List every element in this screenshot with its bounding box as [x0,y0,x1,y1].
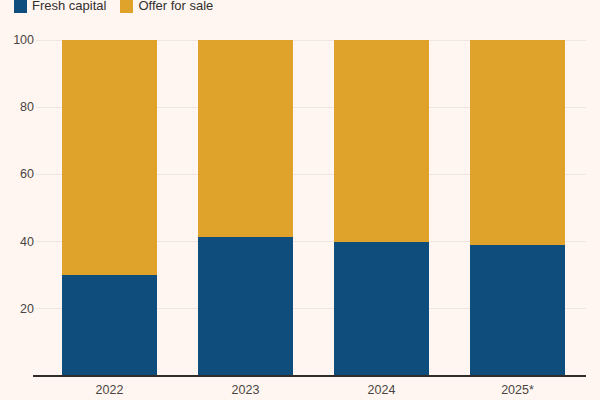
x-axis-line [33,375,586,377]
x-tick-label-2025: 2025* [470,383,565,397]
bar-2024-offer-for-sale [334,40,429,242]
x-tick-label-2022: 2022 [62,383,157,397]
legend-item-offer-for-sale: Offer for sale [120,0,213,14]
bar-2022-fresh-capital [62,275,157,376]
bar-2023-fresh-capital [198,237,293,376]
y-tick-label-20: 20 [4,303,34,315]
bar-2025-offer-for-sale [470,40,565,245]
y-tick-label-100: 100 [4,34,34,46]
y-tick-label-80: 80 [4,101,34,113]
y-tick-label-40: 40 [4,236,34,248]
x-tick-label-2024: 2024 [334,383,429,397]
stacked-bar-chart: Fresh capital Offer for sale 20 40 60 80 100… [0,0,600,400]
legend-swatch-offer-for-sale [120,0,133,13]
bar-2025-fresh-capital [470,245,565,376]
legend-item-fresh-capital: Fresh capital [14,0,106,14]
bar-2023-offer-for-sale [198,40,293,237]
x-tick-label-2023: 2023 [198,383,293,397]
bar-2022-offer-for-sale [62,40,157,275]
chart-legend: Fresh capital Offer for sale [14,0,213,16]
legend-swatch-fresh-capital [14,0,27,13]
y-tick-label-60: 60 [4,168,34,180]
legend-label-fresh-capital: Fresh capital [32,0,106,14]
legend-label-offer-for-sale: Offer for sale [138,0,213,14]
bar-2024-fresh-capital [334,242,429,376]
